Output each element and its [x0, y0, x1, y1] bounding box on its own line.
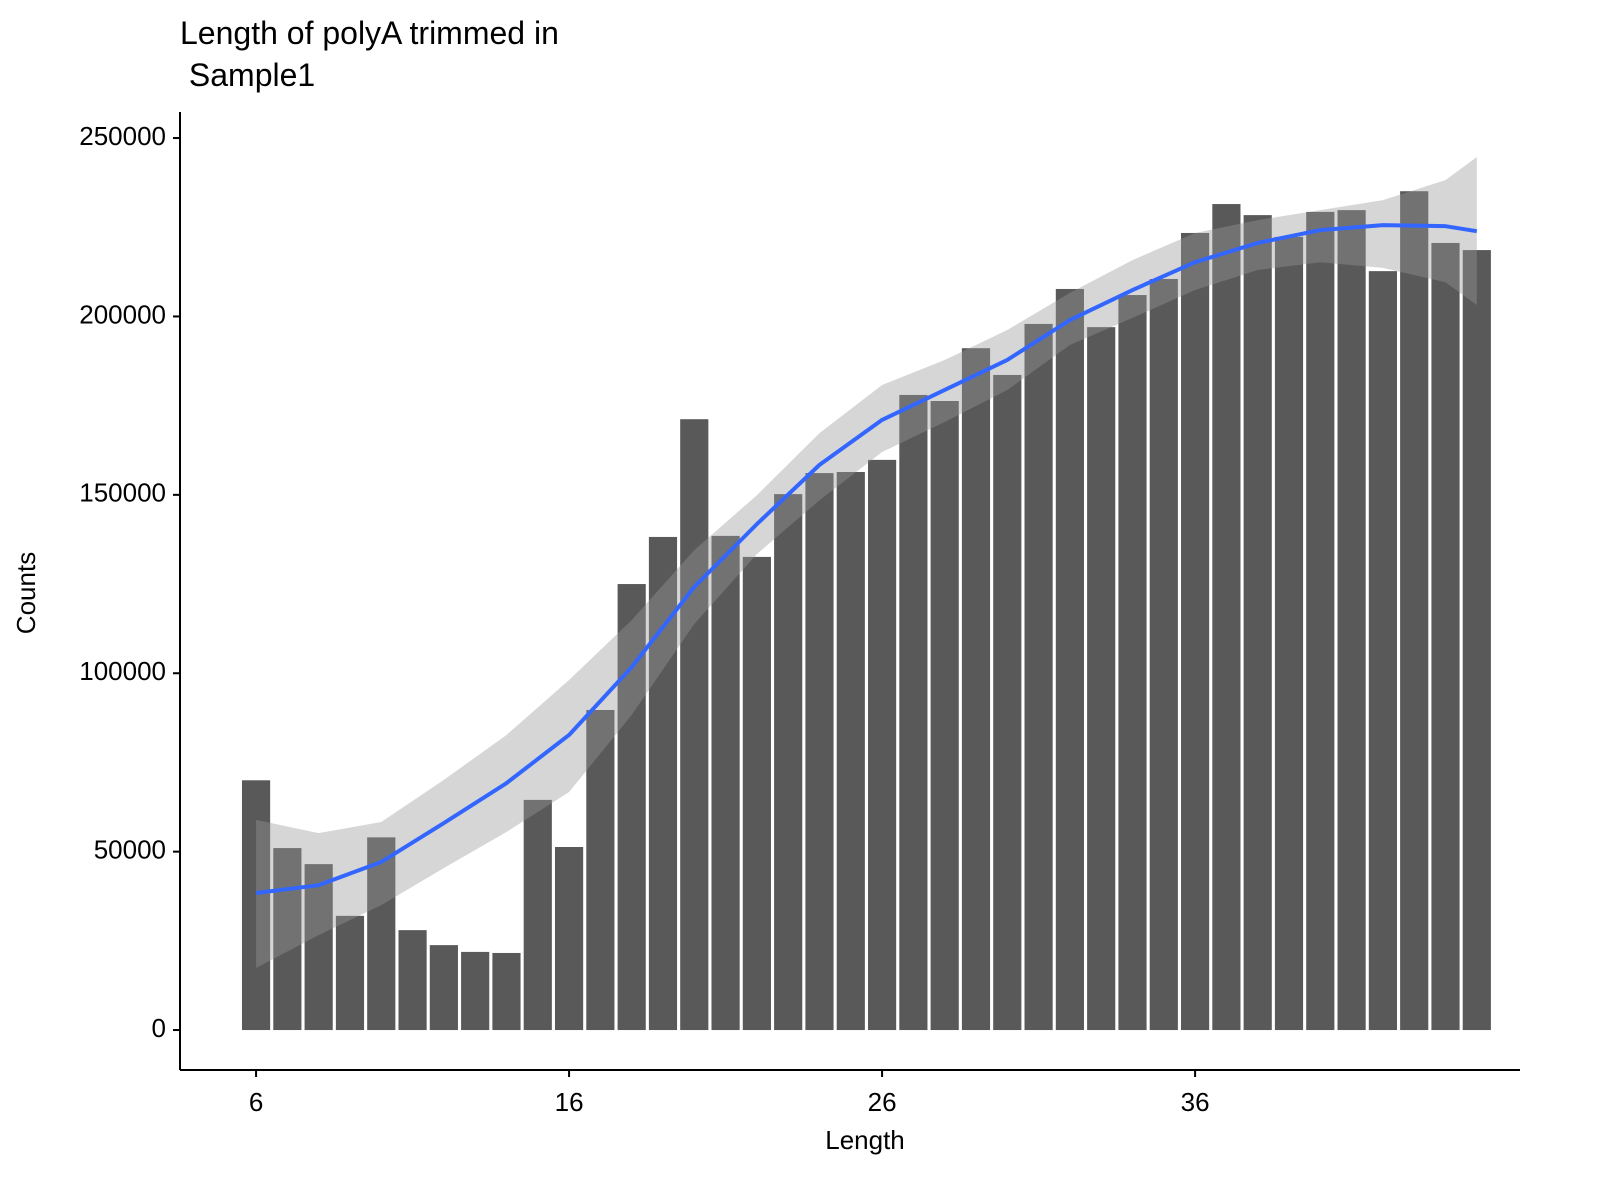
confidence-band	[256, 156, 1477, 968]
chart-title: Length of polyA trimmed in Sample1	[180, 15, 559, 93]
bar	[1368, 271, 1397, 1031]
bar	[398, 930, 427, 1031]
y-tick-label: 200000	[79, 299, 166, 329]
bar	[993, 374, 1022, 1031]
y-tick-label: 0	[152, 1013, 166, 1043]
bar	[492, 952, 521, 1031]
bar	[429, 945, 458, 1031]
bar	[1087, 327, 1116, 1031]
x-axis-label: Length	[825, 1125, 905, 1155]
bar	[867, 459, 897, 1031]
bar	[1024, 323, 1053, 1031]
x-tick-label: 26	[868, 1087, 897, 1117]
bar	[1400, 191, 1429, 1031]
bar	[586, 709, 615, 1031]
bar	[711, 535, 740, 1031]
bar	[1306, 211, 1335, 1031]
bar	[335, 915, 365, 1031]
bar	[1181, 232, 1210, 1031]
y-axis-label: Counts	[11, 552, 41, 634]
x-tick-label: 36	[1181, 1087, 1210, 1117]
bar	[1212, 204, 1241, 1031]
bar	[367, 837, 396, 1031]
bar	[1055, 288, 1084, 1031]
bar	[899, 394, 928, 1031]
y-tick-label: 150000	[79, 478, 166, 508]
bar	[1337, 210, 1366, 1031]
bar	[742, 556, 771, 1031]
x-tick-label: 6	[249, 1087, 263, 1117]
bar	[1243, 215, 1272, 1031]
bar	[241, 780, 271, 1031]
bar	[648, 536, 678, 1031]
bar	[523, 799, 552, 1031]
bar	[304, 864, 333, 1031]
bar	[1149, 278, 1178, 1031]
bar	[680, 419, 709, 1031]
bar	[554, 847, 584, 1031]
bar	[273, 848, 302, 1031]
bar	[961, 348, 991, 1031]
bar	[1274, 236, 1304, 1031]
y-tick-label: 100000	[79, 656, 166, 686]
bar	[930, 401, 959, 1031]
bar	[1118, 295, 1147, 1031]
y-tick-label: 50000	[94, 835, 166, 865]
bar	[1431, 242, 1460, 1031]
bar	[836, 472, 865, 1031]
bar	[1462, 250, 1491, 1031]
bar	[774, 494, 803, 1031]
x-tick-label: 16	[555, 1087, 584, 1117]
y-tick-label: 250000	[79, 121, 166, 151]
smooth-line	[255, 223, 1478, 896]
bar	[805, 473, 834, 1031]
bar	[461, 951, 490, 1031]
